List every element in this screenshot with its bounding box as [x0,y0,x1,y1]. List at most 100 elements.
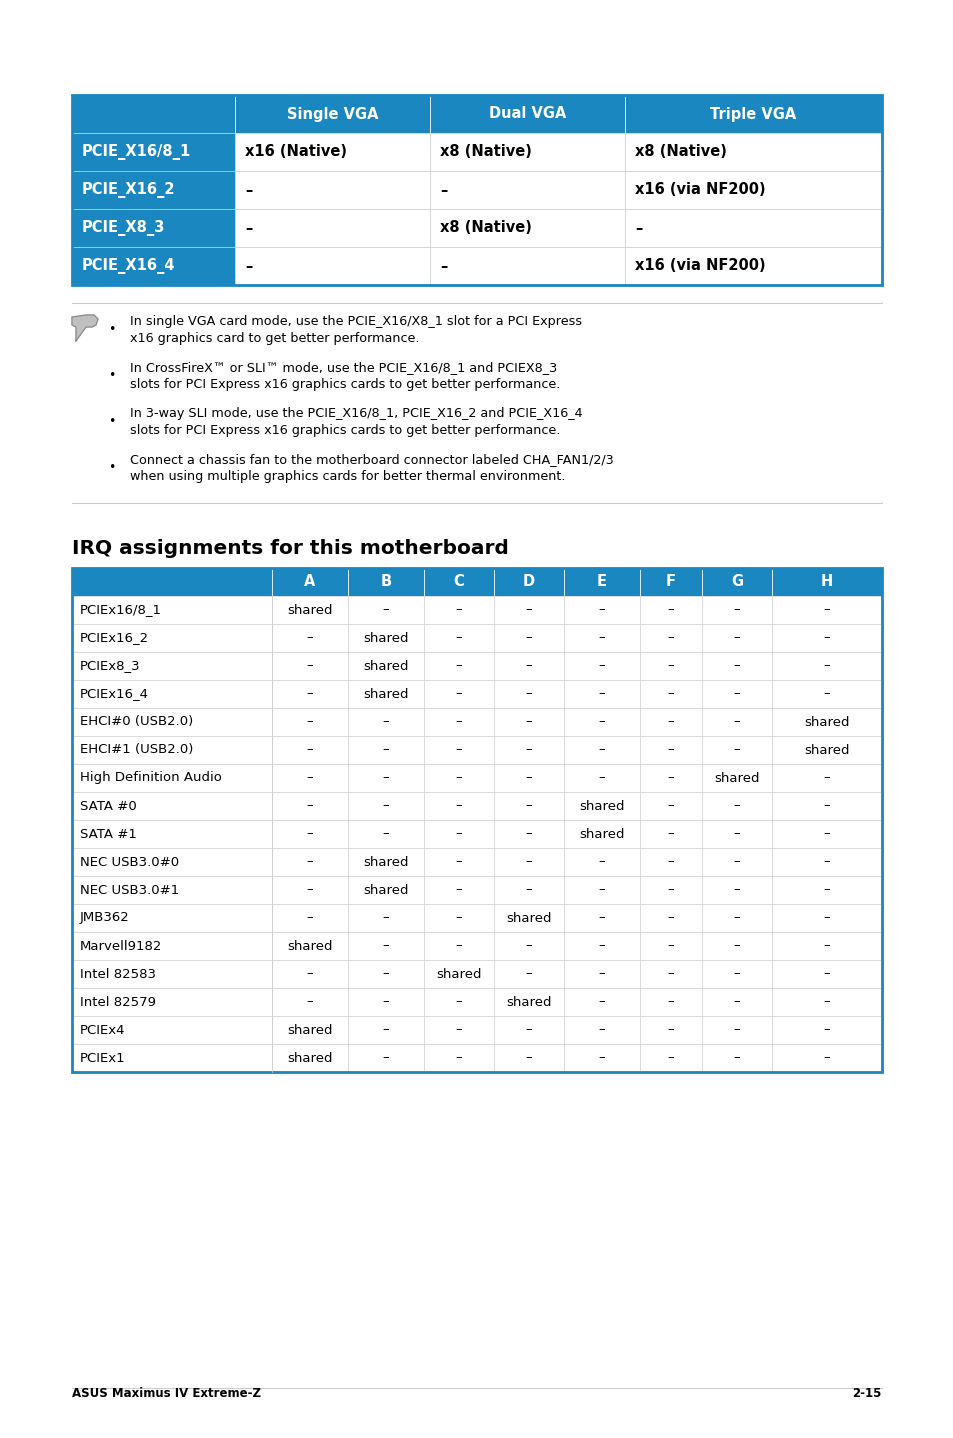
Bar [563,568,639,595]
Text: –: – [382,939,389,952]
Bar [71,707,272,736]
Text: JMB362: JMB362 [80,912,130,925]
Text: –: – [667,827,674,840]
Bar [771,624,882,651]
Text: –: – [306,687,313,700]
Text: shared: shared [287,939,333,952]
Text: –: – [245,220,252,236]
Text: –: – [525,883,532,896]
Text: –: – [667,912,674,925]
Text: –: – [598,660,604,673]
Bar [771,932,882,961]
Text: –: – [822,995,829,1008]
Bar [771,707,882,736]
Bar [701,932,771,961]
Text: –: – [525,800,532,812]
Bar [272,764,348,792]
Text: –: – [822,912,829,925]
Bar [348,764,423,792]
Text: –: – [456,687,462,700]
Bar [272,568,348,595]
Bar [639,764,701,792]
Bar [423,792,494,820]
Text: –: – [456,631,462,644]
Text: –: – [667,995,674,1008]
Bar [71,764,272,792]
Text: –: – [306,716,313,729]
Bar [639,876,701,905]
Bar [639,736,701,764]
Text: In 3-way SLI mode, use the PCIE_X16/8_1, PCIE_X16_2 and PCIE_X16_4: In 3-way SLI mode, use the PCIE_X16/8_1,… [130,407,582,420]
Bar [701,624,771,651]
Text: –: – [667,660,674,673]
Text: In CrossFireX™ or SLI™ mode, use the PCIE_X16/8_1 and PCIEX8_3: In CrossFireX™ or SLI™ mode, use the PCI… [130,361,557,374]
Bar [563,680,639,707]
Text: •: • [109,324,115,336]
Text: –: – [525,631,532,644]
Text: –: – [525,716,532,729]
Bar [423,905,494,932]
Bar [71,792,272,820]
Bar [494,707,563,736]
Bar [423,764,494,792]
Text: –: – [598,604,604,617]
Bar [563,595,639,624]
Text: –: – [456,716,462,729]
Text: –: – [667,631,674,644]
Bar [639,651,701,680]
Text: –: – [733,604,740,617]
Text: –: – [306,772,313,785]
Text: –: – [733,995,740,1008]
Text: –: – [382,1051,389,1064]
Text: –: – [822,856,829,869]
Text: NEC USB3.0#1: NEC USB3.0#1 [80,883,179,896]
Bar [624,247,882,285]
Bar [563,651,639,680]
Bar [563,905,639,932]
Bar [71,1017,272,1044]
Text: –: – [382,827,389,840]
Text: EHCI#1 (USB2.0): EHCI#1 (USB2.0) [80,743,193,756]
Bar [348,961,423,988]
Text: –: – [525,968,532,981]
Bar [348,792,423,820]
Bar [563,876,639,905]
Bar [272,905,348,932]
Text: –: – [667,1024,674,1037]
Text: shared: shared [363,631,408,644]
Bar [348,1044,423,1071]
Bar [348,624,423,651]
Text: –: – [733,631,740,644]
Text: shared: shared [287,1024,333,1037]
Bar [563,961,639,988]
Bar [494,568,563,595]
Text: SATA #0: SATA #0 [80,800,136,812]
Text: –: – [598,912,604,925]
Bar [639,905,701,932]
Text: ASUS Maximus IV Extreme-Z: ASUS Maximus IV Extreme-Z [71,1388,261,1401]
Text: –: – [382,968,389,981]
Text: EHCI#0 (USB2.0): EHCI#0 (USB2.0) [80,716,193,729]
Bar [701,961,771,988]
Bar [71,1044,272,1071]
Text: In single VGA card mode, use the PCIE_X16/X8_1 slot for a PCI Express: In single VGA card mode, use the PCIE_X1… [130,315,581,328]
Text: –: – [382,743,389,756]
Text: IRQ assignments for this motherboard: IRQ assignments for this motherboard [71,539,508,558]
Text: x16 (via NF200): x16 (via NF200) [635,183,765,197]
Bar [639,988,701,1017]
Text: NEC USB3.0#0: NEC USB3.0#0 [80,856,179,869]
Text: –: – [306,995,313,1008]
Text: –: – [822,604,829,617]
Bar [494,820,563,848]
Bar [348,736,423,764]
Bar [701,988,771,1017]
Text: –: – [733,716,740,729]
Text: –: – [822,660,829,673]
Text: –: – [822,1024,829,1037]
Text: –: – [733,1051,740,1064]
Text: –: – [382,912,389,925]
Text: PCIE_X16/8_1: PCIE_X16/8_1 [82,144,191,160]
Bar [701,736,771,764]
Bar [701,568,771,595]
Bar [430,171,624,209]
